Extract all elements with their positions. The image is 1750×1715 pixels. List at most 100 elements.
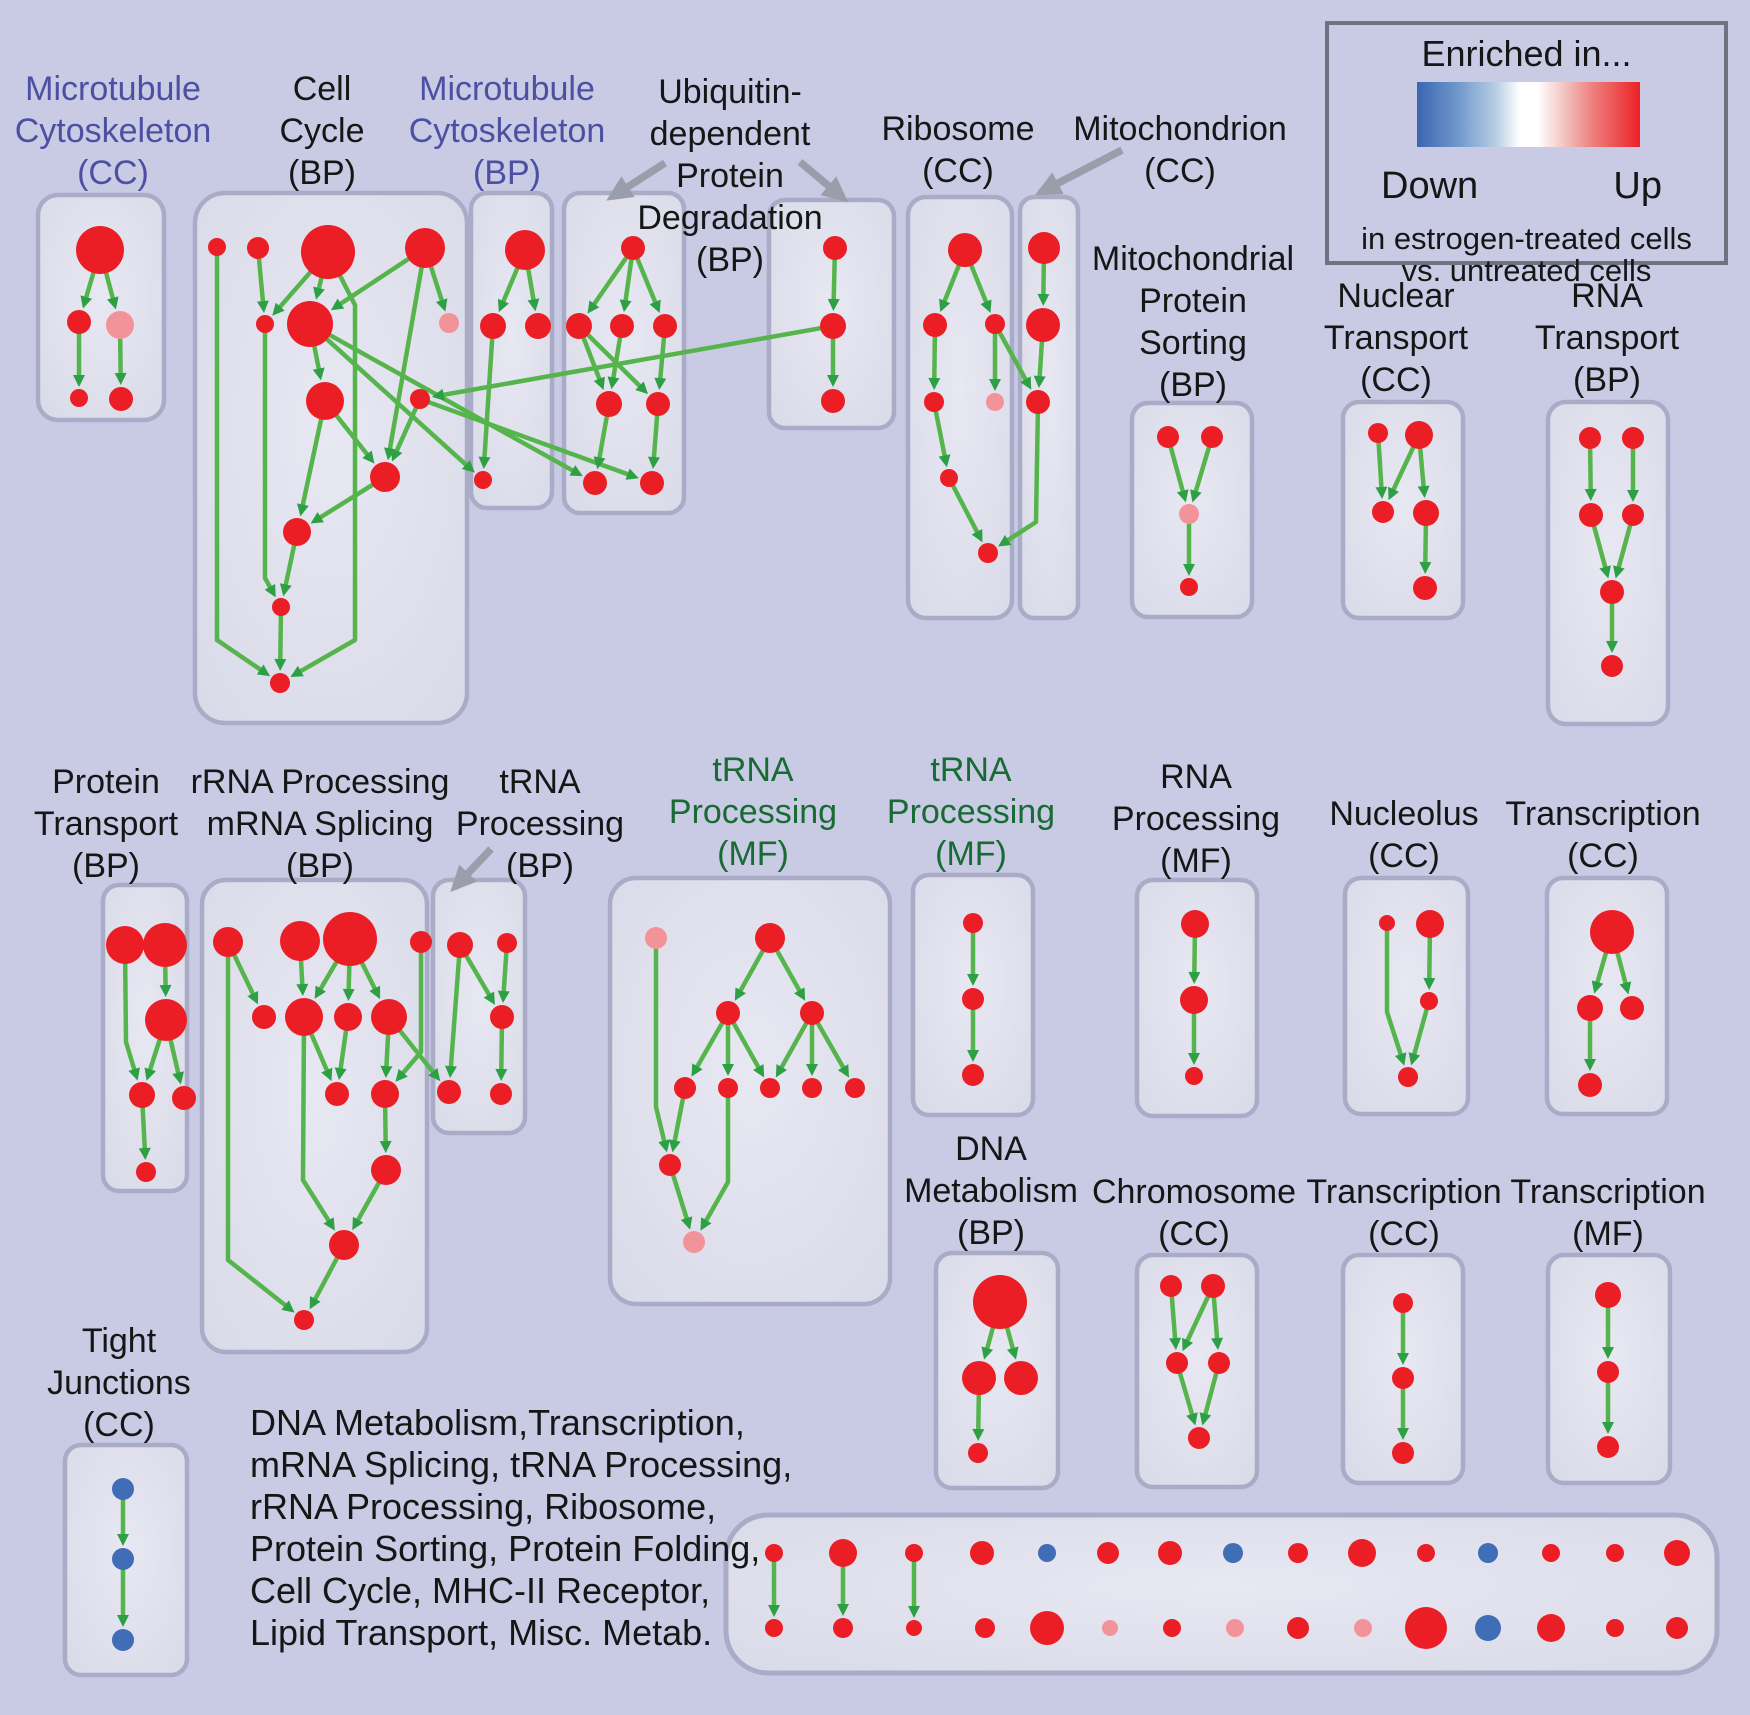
go-term-node-d1 — [973, 1275, 1027, 1329]
go-term-node-g8 — [802, 1078, 822, 1098]
edge-c3-c5 — [272, 270, 313, 316]
go-term-node-c12 — [272, 598, 290, 616]
group-box-strip — [723, 1512, 1720, 1676]
go-term-node-r6 — [940, 469, 958, 487]
go-term-node-tb2 — [497, 933, 517, 953]
edge-v2-c9 — [431, 325, 822, 401]
go-term-node-st12 — [1478, 1543, 1498, 1563]
edge-u5-u7 — [593, 415, 610, 470]
edge-q1-q13 — [225, 956, 295, 1313]
go-term-node-g11 — [683, 1231, 705, 1253]
edge-tb1-tb4 — [444, 956, 462, 1079]
edge-ch2-ch4 — [1211, 1296, 1224, 1351]
go-term-node-p1 — [106, 926, 144, 964]
edge-c6-c8 — [311, 345, 325, 381]
go-term-node-nu3 — [1420, 992, 1438, 1010]
group-label-mcc: Microtubule Cytoskeleton (CC) — [15, 70, 212, 192]
go-term-node-m2 — [67, 310, 91, 334]
note-line: Protein Sorting, Protein Folding, — [250, 1528, 761, 1569]
go-term-node-nt3 — [1372, 501, 1394, 523]
edge-d1-d3 — [1004, 1326, 1019, 1360]
go-term-node-m3 — [106, 311, 134, 339]
go-term-node-st4 — [970, 1541, 994, 1565]
go-term-node-u5 — [596, 391, 622, 417]
edge-g10-g11 — [670, 1173, 693, 1230]
go-term-node-r1 — [948, 233, 982, 267]
edge-ch2-ch3 — [1182, 1295, 1211, 1352]
go-term-node-mb1 — [1028, 232, 1060, 264]
go-term-node-rt1 — [1579, 427, 1601, 449]
group-label-cc: Cell Cycle (BP) — [279, 70, 364, 192]
go-term-node-sb6 — [1102, 1620, 1118, 1636]
legend-down-label: Down — [1381, 165, 1479, 207]
edge-u1-u2 — [587, 255, 629, 314]
go-term-node-g5 — [674, 1077, 696, 1099]
label-pointer-arrow-0 — [606, 159, 668, 201]
edge-u4-u6 — [654, 336, 667, 391]
go-term-node-u8 — [640, 471, 664, 495]
go-term-node-sb14 — [1606, 1619, 1624, 1637]
edge-c8-c10 — [334, 413, 375, 464]
go-term-node-nt4 — [1413, 500, 1439, 526]
note-line: Lipid Transport, Misc. Metab. — [250, 1612, 713, 1653]
go-term-node-u1 — [621, 236, 645, 260]
edge-r6-r7 — [950, 484, 983, 543]
go-term-node-st15 — [1664, 1540, 1690, 1566]
go-term-node-m5 — [109, 387, 133, 411]
go-term-node-r2 — [923, 313, 947, 337]
go-term-node-s4 — [1180, 578, 1198, 596]
edge-m1-m2 — [80, 271, 96, 309]
go-term-node-nt2 — [1405, 421, 1433, 449]
edge-c3-c13 — [290, 274, 358, 678]
edge-q2-q6 — [296, 959, 309, 997]
go-term-node-mb3 — [1026, 390, 1050, 414]
group-label-rrna: rRNA Processing mRNA Splicing (BP) — [191, 763, 450, 885]
go-term-node-tc4 — [1578, 1073, 1602, 1097]
go-term-node-c10 — [370, 462, 400, 492]
go-term-node-st9 — [1288, 1543, 1308, 1563]
group-label-tight: Tight Junctions (CC) — [47, 1322, 191, 1444]
note-line: rRNA Processing, Ribosome, — [250, 1486, 717, 1527]
group-label-gmf: tRNA Processing (MF) — [669, 751, 837, 873]
go-term-node-p4 — [129, 1082, 155, 1108]
edge-g2-g3 — [734, 949, 766, 1001]
edge-r1-r3 — [968, 263, 992, 313]
go-term-node-sb10 — [1354, 1619, 1372, 1637]
group-box-mcc — [35, 192, 167, 423]
group-label-ptr: Protein Transport (BP) — [34, 763, 179, 885]
go-term-node-sb5 — [1030, 1611, 1064, 1645]
edge-u2-u5 — [581, 336, 605, 390]
edge-tc1-tc2 — [1591, 951, 1609, 994]
go-term-node-st1 — [765, 1544, 783, 1562]
edge-u3-u5 — [607, 336, 623, 390]
go-term-node-rt2 — [1622, 427, 1644, 449]
go-term-node-tb4 — [437, 1080, 461, 1104]
go-term-node-c11 — [283, 518, 311, 546]
go-term-node-sb4 — [975, 1618, 995, 1638]
edge-ch4-ch5 — [1199, 1372, 1219, 1426]
edge-nu1-nu4 — [1384, 930, 1407, 1066]
go-term-node-r3 — [985, 314, 1005, 334]
go-term-node-sb9 — [1287, 1617, 1309, 1639]
go-term-node-c9 — [410, 389, 430, 409]
group-label-nuc: Nucleolus (CC) — [1329, 795, 1478, 875]
go-term-node-st8 — [1223, 1543, 1243, 1563]
go-term-node-q7 — [334, 1003, 362, 1031]
edge-u1-u3 — [619, 258, 634, 313]
edge-rt3-rt5 — [1591, 525, 1611, 579]
edge-c12-c13 — [274, 614, 287, 672]
edge-c6-b4 — [324, 337, 475, 473]
go-term-node-st11 — [1417, 1544, 1435, 1562]
edge-rt1-rt3 — [1584, 447, 1597, 502]
go-term-node-x3 — [1392, 1442, 1414, 1464]
edge-g3-g7 — [731, 1021, 765, 1078]
edge-c4-c7 — [428, 265, 448, 312]
go-term-node-h2 — [962, 988, 984, 1010]
go-term-node-y2 — [1597, 1361, 1619, 1383]
go-term-node-st3 — [905, 1544, 923, 1562]
go-term-node-c13 — [270, 673, 290, 693]
edge-p1-p4 — [122, 962, 140, 1081]
go-term-node-c3 — [301, 225, 355, 279]
edge-tb1-tb3 — [464, 954, 495, 1005]
